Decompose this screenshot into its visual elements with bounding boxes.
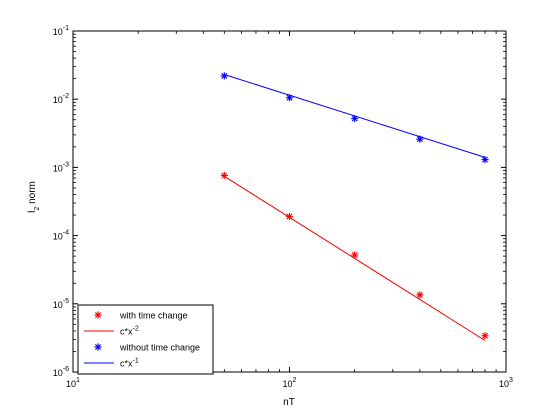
- y-axis-label: l2 norm: [27, 181, 41, 213]
- data-point-0-1: [285, 212, 294, 221]
- data-point-2-2: [351, 114, 359, 123]
- data-point-2-4: [481, 156, 489, 164]
- legend: with time change c*x-2 without time change…: [77, 304, 214, 375]
- data-point-2-1: [285, 94, 294, 102]
- y-tick-label: 10-1: [53, 25, 69, 37]
- marker-stroke: [221, 172, 228, 179]
- data-point-2-3: [416, 135, 424, 143]
- marker-stroke: [351, 115, 358, 122]
- x-tick-label: 102: [283, 377, 297, 389]
- data-point-2-0: [220, 72, 228, 80]
- x-tick-label: 101: [66, 377, 80, 389]
- y-tick-label: 10-4: [53, 230, 69, 242]
- marker-stroke: [482, 156, 488, 163]
- plot-data: [220, 72, 489, 341]
- marker-stroke: [286, 94, 293, 101]
- marker-stroke: [221, 72, 228, 79]
- legend-label: c*x-2: [120, 326, 139, 337]
- marker-stroke: [351, 251, 358, 258]
- marker-stroke: [482, 332, 488, 339]
- axes: 101 102 103 10-6 10-5 10-4 10-3 10-2 10-1: [53, 25, 513, 389]
- x-axis-label: nT: [283, 397, 295, 408]
- y-tick-label: 10-2: [53, 93, 69, 105]
- legend-marker: [94, 311, 102, 319]
- data-point-0-2: [351, 251, 359, 259]
- legend-label: c*x-1: [120, 358, 139, 369]
- x-tick-label: 103: [499, 377, 513, 389]
- y-tick-label: 10-5: [53, 298, 69, 310]
- marker-stroke: [416, 136, 423, 143]
- marker-stroke: [286, 213, 293, 220]
- marker-stroke: [95, 344, 101, 350]
- legend-label: with time change: [119, 311, 188, 321]
- y-tick-label: 10-3: [53, 161, 69, 173]
- data-point-0-4: [481, 332, 489, 340]
- data-point-0-3: [416, 291, 424, 299]
- legend-marker: [94, 343, 102, 351]
- marker-stroke: [95, 312, 101, 318]
- data-point-0-0: [220, 171, 228, 180]
- legend-label: without time change: [119, 343, 200, 353]
- y-tick-label: 10-6: [53, 366, 69, 378]
- marker-stroke: [416, 291, 423, 298]
